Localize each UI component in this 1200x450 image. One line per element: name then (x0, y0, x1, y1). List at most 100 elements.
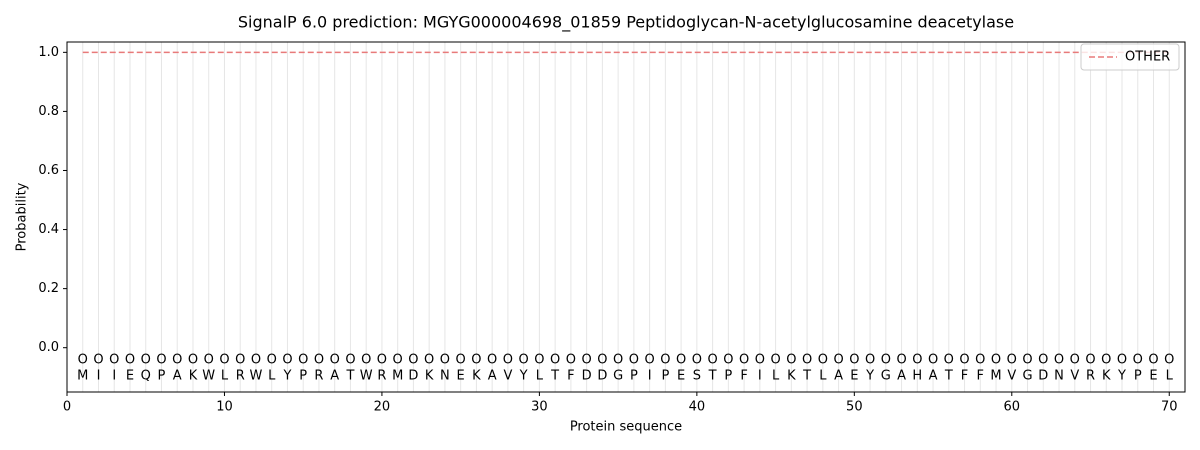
region-label: O (645, 353, 655, 368)
region-label: O (172, 353, 182, 368)
x-tick-label: 0 (63, 400, 71, 415)
region-label: O (802, 353, 812, 368)
region-label: O (1148, 353, 1158, 368)
region-label: O (408, 353, 418, 368)
region-label: O (1117, 353, 1127, 368)
residue-letter: L (1166, 369, 1174, 384)
region-label: O (991, 353, 1001, 368)
region-label: O (519, 353, 529, 368)
residue-letter: M (990, 369, 1001, 384)
region-label: O (141, 353, 151, 368)
region-label: O (330, 353, 340, 368)
residue-letter: L (536, 369, 544, 384)
region-label: O (928, 353, 938, 368)
region-label: O (1085, 353, 1095, 368)
residue-letter: S (693, 369, 701, 384)
region-label: O (1164, 353, 1174, 368)
region-label: O (235, 353, 245, 368)
residue-letter: K (1102, 369, 1111, 384)
region-label: O (298, 353, 308, 368)
region-label: O (345, 353, 355, 368)
x-tick-label: 20 (374, 400, 391, 415)
residue-letter: D (597, 369, 607, 384)
y-tick-label: 0.4 (38, 222, 59, 237)
residue-letter: Y (1117, 369, 1126, 384)
chart-title: SignalP 6.0 prediction: MGYG000004698_01… (238, 13, 1014, 33)
y-tick-label: 0.0 (38, 340, 59, 355)
x-tick-label: 70 (1161, 400, 1178, 415)
region-label: O (188, 353, 198, 368)
x-tick-label: 50 (846, 400, 863, 415)
region-label: O (424, 353, 434, 368)
residue-letter: G (881, 369, 891, 384)
region-label: O (959, 353, 969, 368)
legend-label: OTHER (1125, 50, 1170, 65)
residue-letter: P (661, 369, 669, 384)
region-label: O (786, 353, 796, 368)
region-label: O (204, 353, 214, 368)
region-label: O (1133, 353, 1143, 368)
residue-letter: P (299, 369, 307, 384)
residue-letter: A (173, 369, 182, 384)
residue-letter: I (112, 369, 116, 384)
region-label: O (377, 353, 387, 368)
residue-letter: A (488, 369, 497, 384)
residue-letter: M (392, 369, 403, 384)
region-label: O (865, 353, 875, 368)
residue-letter: N (1054, 369, 1064, 384)
residue-letter: Q (141, 369, 151, 384)
residue-letter: G (613, 369, 623, 384)
region-label: O (93, 353, 103, 368)
residue-letter: Y (282, 369, 291, 384)
region-label: O (597, 353, 607, 368)
residue-letter: A (834, 369, 843, 384)
region-label: O (613, 353, 623, 368)
residue-letter: R (314, 369, 323, 384)
region-label: O (739, 353, 749, 368)
region-label: O (755, 353, 765, 368)
residue-letter: E (677, 369, 685, 384)
x-axis-label: Protein sequence (570, 420, 682, 435)
residue-letter: T (708, 369, 717, 384)
residue-letter: I (97, 369, 101, 384)
residue-letter: P (1134, 369, 1142, 384)
residue-letter: W (250, 369, 263, 384)
region-label: O (770, 353, 780, 368)
residue-letter: V (503, 369, 512, 384)
residue-letter: P (158, 369, 166, 384)
region-label: O (456, 353, 466, 368)
residue-letter: E (457, 369, 465, 384)
residue-letter: E (850, 369, 858, 384)
residue-letter: D (408, 369, 418, 384)
residue-letter: R (236, 369, 245, 384)
region-label: O (534, 353, 544, 368)
region-label: O (582, 353, 592, 368)
region-label: O (1070, 353, 1080, 368)
residue-letter: N (440, 369, 450, 384)
residue-letter: F (961, 369, 968, 384)
y-tick-label: 1.0 (38, 45, 59, 60)
region-label: O (975, 353, 985, 368)
residue-letter: I (758, 369, 762, 384)
residue-letter: F (740, 369, 747, 384)
region-label: O (818, 353, 828, 368)
residue-letter: R (1086, 369, 1095, 384)
residue-letter: K (472, 369, 481, 384)
residue-letter: R (377, 369, 386, 384)
residue-letter: F (977, 369, 984, 384)
residue-letter: M (77, 369, 88, 384)
residue-letter: D (582, 369, 592, 384)
region-label: O (707, 353, 717, 368)
residue-letter: A (897, 369, 906, 384)
residue-letter: L (268, 369, 276, 384)
residue-letter: Y (865, 369, 874, 384)
residue-letter: G (1022, 369, 1032, 384)
residue-letter: H (912, 369, 922, 384)
residue-letter: E (1149, 369, 1157, 384)
region-label: O (251, 353, 261, 368)
region-label: O (267, 353, 277, 368)
plot-frame (66, 41, 1186, 393)
x-tick-label: 10 (216, 400, 233, 415)
region-label: O (1054, 353, 1064, 368)
